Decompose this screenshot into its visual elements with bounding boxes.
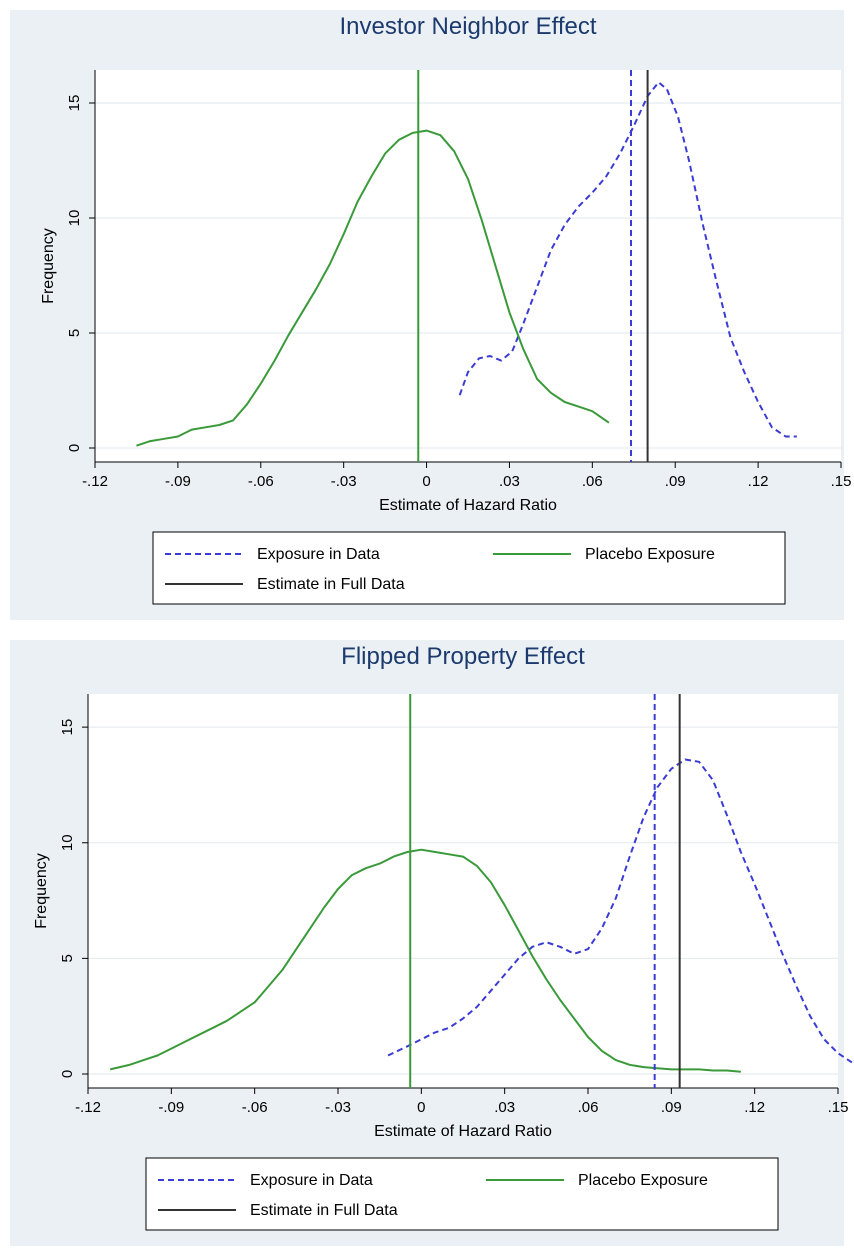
series-line-placebo-exposure [136,129,610,447]
legend-label: Placebo Exposure [578,1172,708,1189]
y-tick-label: 15 [59,719,76,736]
x-axis-label: Estimate of Hazard Ratio [379,497,557,514]
y-tick-label: 5 [59,954,76,962]
legend-label: Estimate in Full Data [250,1202,398,1219]
series-line-exposure-in-data [458,81,797,438]
plot-area [88,694,838,1088]
chart-panel-1: Investor Neighbor Effect 0 5 10 15 -.12 -.09 -.… [10,10,851,620]
x-tick-label: 0 [417,1099,425,1116]
y-tick-label: 0 [59,1070,76,1078]
x-tick-label: -.03 [325,1099,351,1116]
x-tick-label: -.12 [82,473,108,490]
x-tick-label: -.12 [75,1099,101,1116]
x-tick-label: .06 [582,473,603,490]
x-tick-label: 0 [422,473,430,490]
x-tick-label: .15 [828,1099,849,1116]
y-tick-label: 0 [66,444,83,452]
x-tick-label: .09 [665,473,686,490]
series-line-exposure-in-data [387,758,853,1064]
chart-title: Investor Neighbor Effect [339,13,596,40]
x-tick-label: -.09 [158,1099,184,1116]
x-tick-label: .12 [748,473,769,490]
y-tick-label: 5 [66,329,83,337]
y-tick-label: 10 [59,834,76,851]
y-axis-label: Frequency [40,228,57,304]
x-tick-label: .03 [499,473,520,490]
x-tick-label: .03 [494,1099,515,1116]
y-tick-label: 15 [66,95,83,112]
y-axis-label: Frequency [33,853,50,929]
legend-label: Estimate in Full Data [257,576,405,593]
y-tick-label: 10 [66,210,83,227]
x-tick-label: -.06 [248,473,274,490]
legend-label: Exposure in Data [250,1172,373,1189]
x-tick-label: -.09 [165,473,191,490]
chart-title: Flipped Property Effect [341,643,585,670]
x-axis-label: Estimate of Hazard Ratio [374,1123,552,1140]
chart-panel-2: Flipped Property Effect 0 5 10 15 -.12 -.09 -.0… [10,640,853,1246]
x-tick-label: .12 [744,1099,765,1116]
legend-label: Placebo Exposure [585,546,715,563]
legend-box [145,1157,779,1231]
x-tick-label: -.03 [331,473,357,490]
x-tick-label: .15 [831,473,852,490]
legend-box [152,531,786,605]
x-tick-label: -.06 [242,1099,268,1116]
x-tick-label: .06 [578,1099,599,1116]
plot-area [95,70,841,462]
x-tick-label: .09 [661,1099,682,1116]
series-line-placebo-exposure [109,848,741,1073]
legend-label: Exposure in Data [257,546,380,563]
